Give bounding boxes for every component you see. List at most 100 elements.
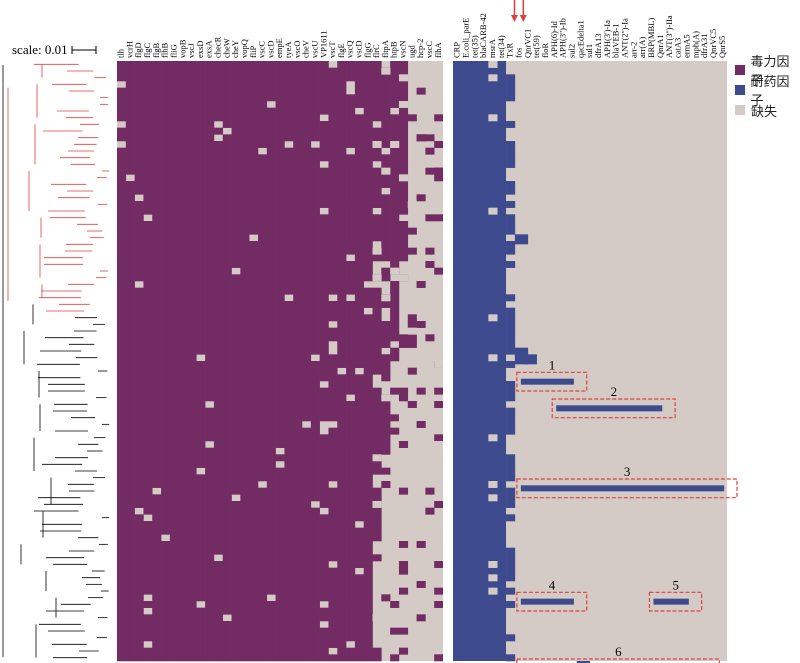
virulence-cell [302, 227, 312, 235]
virulence-cell [354, 267, 365, 275]
virulence-cell [257, 87, 268, 95]
virulence-cell [213, 321, 224, 328]
virulence-cell [213, 461, 224, 468]
virulence-cell [302, 614, 312, 622]
virulence-cell [372, 141, 382, 148]
virulence-cell [240, 627, 250, 635]
virulence-cell [187, 567, 197, 575]
virulence-cell [310, 394, 320, 402]
virulence-cell [310, 594, 320, 602]
virulence-cell [257, 387, 268, 395]
virulence-cell [346, 467, 356, 475]
virulence-cell [213, 107, 224, 115]
virulence-cell [152, 61, 162, 68]
virulence-cell [284, 647, 294, 655]
virulence-cell [196, 101, 206, 108]
virulence-cell [231, 161, 241, 168]
virulence-cell [337, 467, 347, 475]
virulence-cell [337, 407, 347, 415]
virulence-cell [328, 247, 338, 255]
virulence-cell [196, 527, 206, 535]
virulence-cell [346, 161, 356, 168]
virulence-cell [117, 321, 127, 328]
virulence-cell [222, 274, 232, 282]
resistance-cell [488, 114, 498, 122]
virulence-cell [249, 227, 259, 235]
virulence-cell [310, 321, 320, 328]
virulence-cell [310, 407, 320, 415]
virulence-gene-label: vopQ [239, 39, 249, 58]
virulence-cell [222, 301, 232, 308]
virulence-cell [196, 174, 206, 182]
virulence-cell [328, 407, 338, 415]
virulence-cell [187, 534, 197, 542]
virulence-cell [310, 207, 320, 215]
virulence-cell [213, 407, 224, 415]
virulence-cell [293, 467, 303, 475]
virulence-cell [178, 507, 188, 515]
virulence-cell [416, 161, 426, 168]
virulence-cell [434, 214, 444, 222]
virulence-cell [328, 94, 338, 102]
virulence-cell [196, 454, 206, 462]
virulence-cell [363, 67, 373, 75]
virulence-cell [117, 214, 127, 222]
virulence-cell [213, 307, 224, 315]
virulence-cell [152, 301, 162, 308]
virulence-cell [302, 414, 312, 422]
virulence-cell [372, 274, 382, 282]
virulence-cell [205, 214, 215, 222]
virulence-cell [169, 61, 179, 68]
virulence-cell [302, 341, 312, 348]
virulence-cell [222, 394, 232, 402]
virulence-cell [293, 494, 303, 502]
virulence-cell [372, 227, 382, 235]
virulence-cell [213, 481, 224, 488]
virulence-cell [337, 427, 347, 435]
virulence-cell [275, 494, 285, 502]
virulence-cell [328, 127, 338, 135]
virulence-cell [249, 647, 259, 655]
virulence-cell [125, 614, 135, 622]
virulence-cell [117, 507, 127, 515]
resistance-gene-label: dfrA31 [699, 33, 709, 58]
virulence-cell [302, 287, 312, 295]
virulence-cell [310, 601, 320, 608]
virulence-cell [346, 221, 356, 228]
virulence-cell [363, 461, 373, 468]
virulence-cell [231, 574, 241, 582]
cluster-box [516, 478, 738, 499]
virulence-cell [240, 134, 250, 142]
virulence-cell [337, 381, 347, 388]
virulence-cell [275, 287, 285, 295]
virulence-cell [363, 87, 373, 95]
virulence-cell [231, 567, 241, 575]
virulence-cell [346, 527, 356, 535]
resistance-gene-label: ANT(2'')-Ia [620, 18, 630, 58]
virulence-cell [372, 414, 382, 422]
virulence-cell [302, 141, 312, 148]
virulence-cell [416, 134, 426, 142]
virulence-cell [257, 307, 268, 315]
virulence-cell [346, 261, 356, 268]
virulence-cell [125, 74, 135, 82]
virulence-cell [205, 427, 215, 435]
virulence-cell [152, 461, 162, 468]
virulence-cell [205, 67, 215, 75]
virulence-cell [284, 101, 294, 108]
virulence-cell [381, 441, 391, 448]
virulence-cell [328, 487, 338, 495]
virulence-cell [346, 601, 356, 608]
virulence-cell [222, 607, 232, 615]
virulence-cell [363, 534, 373, 542]
virulence-cell [372, 67, 382, 75]
virulence-cell [134, 234, 144, 242]
virulence-cell [284, 301, 294, 308]
virulence-cell [213, 574, 224, 582]
virulence-cell [346, 567, 356, 575]
virulence-cell [117, 254, 127, 262]
virulence-cell [293, 381, 303, 388]
virulence-cell [161, 301, 171, 308]
virulence-cell [284, 601, 294, 608]
phylogenetic-tree [2, 63, 110, 659]
